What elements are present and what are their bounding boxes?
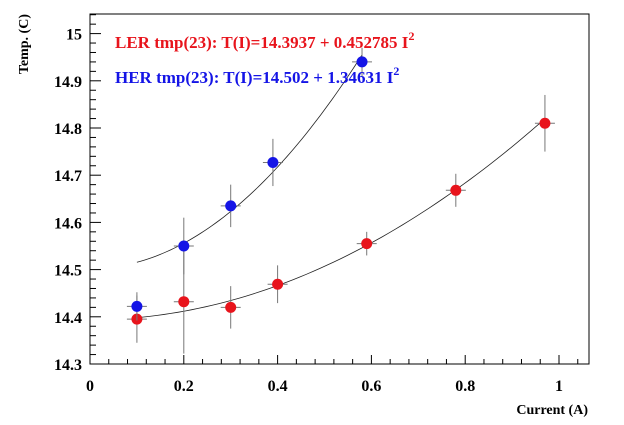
plot-frame-rect [89, 13, 590, 365]
legend-entry-1: HER tmp(23): T(I)=14.502 + 1.34631 I2 [115, 64, 399, 87]
y-tick-label: 14.3 [54, 357, 82, 374]
legend-superscript: 2 [393, 64, 399, 78]
x-tick-label: 1 [555, 378, 563, 395]
legend-entry-0: LER tmp(23): T(I)=14.3937 + 0.452785 I2 [115, 29, 414, 52]
y-axis-title: Temp. (C) [17, 14, 32, 74]
x-tick-label: 0.8 [455, 378, 475, 395]
data-point [131, 300, 143, 312]
data-point [225, 301, 237, 313]
legend-superscript: 2 [408, 29, 414, 43]
x-axis-title: Current (A) [516, 403, 588, 418]
data-point [225, 200, 237, 212]
data-point [267, 156, 279, 168]
data-point [361, 238, 373, 250]
x-tick-label: 0.6 [361, 378, 381, 395]
data-points [126, 47, 555, 354]
y-tick-label: 14.4 [54, 310, 82, 327]
data-point [356, 56, 368, 68]
y-tick-label: 14.9 [54, 74, 82, 91]
axes: 0 0.2 0.4 0.6 0.8 1 14.3 14.4 14.5 14.6 14.7 14.8 14… [54, 14, 579, 395]
plot-frame [89, 13, 590, 365]
data-point [178, 240, 190, 252]
data-point [539, 117, 551, 129]
y-tick-label: 14.8 [54, 121, 82, 138]
fit-curve-0 [136, 118, 546, 319]
data-point [272, 278, 284, 290]
fit-curve-1 [136, 54, 363, 263]
fit-curves [136, 54, 546, 319]
data-point [178, 296, 190, 308]
legend-text: HER tmp(23): T(I)=14.502 + 1.34631 I [115, 68, 394, 87]
y-tick-label: 14.7 [54, 168, 82, 185]
x-tick-label: 0 [86, 378, 94, 395]
legend: LER tmp(23): T(I)=14.3937 + 0.452785 I2H… [115, 29, 414, 87]
legend-text: LER tmp(23): T(I)=14.3937 + 0.452785 I [115, 33, 409, 52]
data-point [450, 184, 462, 196]
x-tick-label: 0.4 [268, 378, 288, 395]
y-tick-label: 14.6 [54, 215, 82, 232]
y-tick-label: 15 [66, 27, 82, 44]
y-tick-label: 14.5 [54, 263, 82, 280]
x-tick-label: 0.2 [174, 378, 194, 395]
